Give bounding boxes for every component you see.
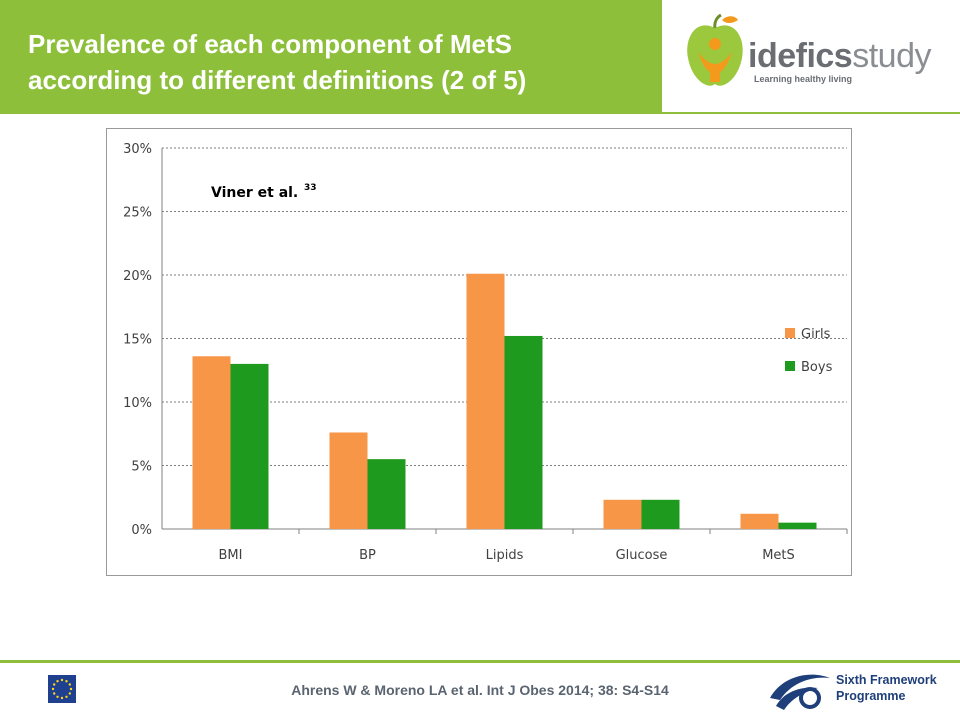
legend-label-boys: Boys	[801, 360, 833, 375]
chart-frame: 0% 5% 10% 15% 20% 25% 30% BMI BP Lipids Glucose Met…	[106, 128, 852, 576]
y-tick-label: 0%	[131, 523, 152, 538]
logo-tagline: Learning healthy living	[754, 74, 853, 84]
citation-text: Ahrens W & Moreno LA et al. Int J Obes 2…	[291, 682, 669, 698]
bar-girls-mets	[740, 513, 779, 529]
bar-boys-bp	[367, 459, 406, 529]
y-tick-label: 5%	[131, 460, 152, 475]
slide-title-line-1: Prevalence of each component of MetS	[28, 29, 513, 59]
title-banner: Prevalence of each component of MetS acc…	[0, 0, 662, 114]
footer-divider	[0, 660, 960, 663]
bar-girls-bp	[329, 432, 368, 529]
bar-girls-glucose	[603, 499, 642, 529]
chart-annotation-superscript: 33	[304, 183, 317, 193]
chart-annotation: Viner et al.	[211, 185, 298, 201]
x-tick-label: BP	[359, 548, 376, 563]
bar-girls-bmi	[192, 356, 231, 529]
x-tick-label: Glucose	[616, 548, 668, 563]
idefics-logo: ideficsstudy Learning healthy living	[684, 13, 944, 102]
framework-line-2: Programme	[836, 689, 906, 703]
apple-icon	[687, 13, 743, 86]
y-tick-label: 25%	[123, 206, 152, 221]
y-tick-label: 30%	[123, 142, 152, 157]
x-tick-label: MetS	[762, 548, 795, 563]
bar-boys-mets	[778, 522, 817, 529]
x-tick-label: Lipids	[486, 548, 524, 563]
header-divider	[662, 112, 960, 114]
sixth-framework-logo: Sixth Framework Programme	[766, 668, 946, 712]
legend-swatch-girls	[785, 328, 795, 338]
citation: Ahrens W & Moreno LA et al. Int J Obes 2…	[0, 682, 960, 698]
framework-label: Sixth Framework Programme	[836, 672, 937, 704]
framework-swirl-icon	[770, 674, 830, 710]
bar-boys-glucose	[641, 499, 680, 529]
legend-swatch-boys	[785, 361, 795, 371]
x-tick-label: BMI	[219, 548, 243, 563]
slide-title-line-2: according to different definitions (2 of…	[28, 65, 527, 95]
bar-boys-bmi	[230, 363, 269, 529]
logo-wordmark: ideficsstudy	[748, 38, 931, 74]
slide-title: Prevalence of each component of MetS acc…	[28, 26, 658, 98]
y-tick-label: 10%	[123, 396, 152, 411]
bar-boys-lipids	[504, 335, 543, 529]
bar-chart: 0% 5% 10% 15% 20% 25% 30% BMI BP Lipids Glucose Met…	[123, 142, 848, 563]
framework-line-1: Sixth Framework	[836, 673, 937, 687]
bar-girls-lipids	[466, 273, 505, 529]
eu-flag-icon	[48, 675, 76, 703]
y-tick-label: 20%	[123, 269, 152, 284]
y-tick-label: 15%	[123, 333, 152, 348]
logo-word-light: study	[852, 37, 931, 75]
legend-label-girls: Girls	[801, 327, 831, 342]
logo-word-bold: idefics	[748, 37, 853, 75]
